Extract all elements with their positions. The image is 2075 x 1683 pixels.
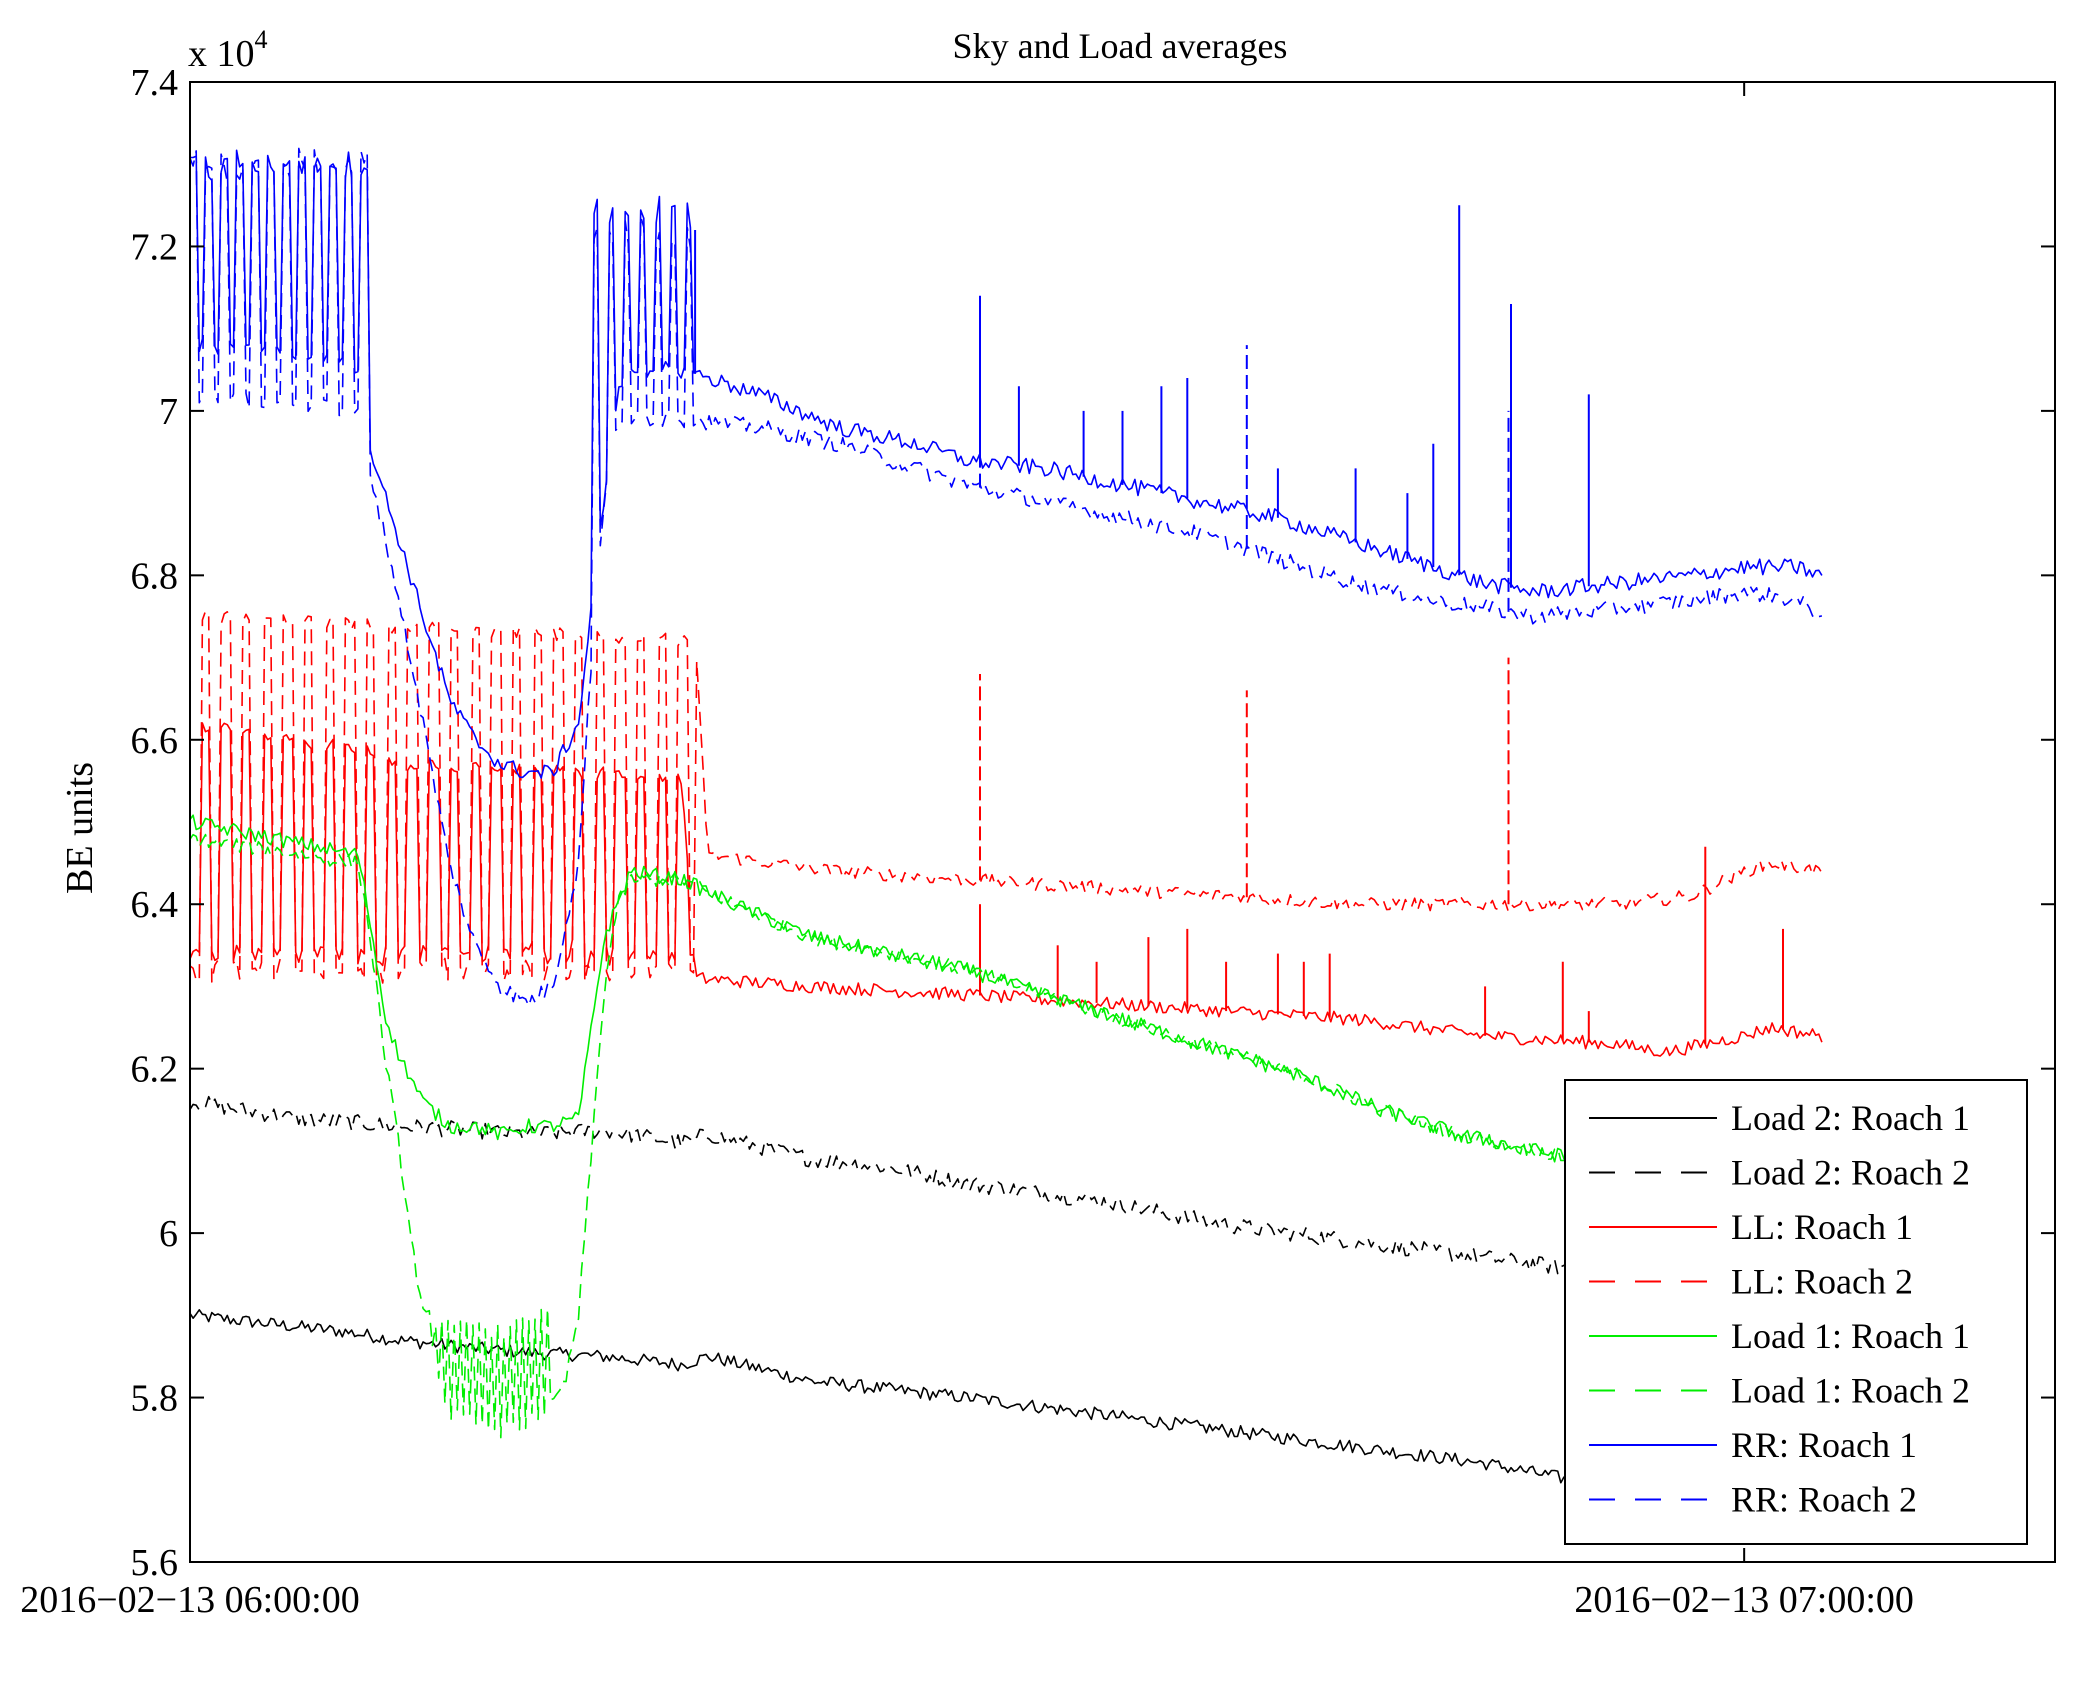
- series-line-3: [190, 722, 1823, 1057]
- series-line-4: [190, 610, 1823, 984]
- y-tick-label: 6.6: [131, 720, 179, 762]
- legend: Load 2: Roach 1 Load 2: Roach 2 LL: Roach …: [1564, 1079, 2028, 1545]
- legend-label: Load 1: Roach 1: [1731, 1316, 1970, 1356]
- legend-box: [1564, 1079, 2028, 1545]
- y-tick-label: 7.2: [131, 226, 179, 268]
- series-line-2: [190, 1095, 1614, 1279]
- legend-label: LL: Roach 1: [1731, 1207, 1913, 1247]
- legend-label: RR: Roach 2: [1731, 1480, 1917, 1520]
- y-tick-label: 7: [159, 391, 178, 433]
- x-tick-label: 2016−02−13 06:00:00: [20, 1579, 359, 1621]
- y-tick-label: 5.6: [131, 1542, 179, 1584]
- legend-label: Load 1: Roach 2: [1731, 1371, 1970, 1411]
- legend-label: LL: Roach 2: [1731, 1262, 1913, 1302]
- axis-ticks: 5.6 5.8 6 6.2 6.4 6.6 6.8 7 7.2 7.4 2016−02−13 06:…: [20, 62, 2055, 1621]
- legend-label: RR: Roach 1: [1731, 1425, 1917, 1465]
- y-axis-label: BE units: [59, 762, 101, 894]
- series-line-7: [190, 149, 1823, 779]
- y-tick-label: 6.8: [131, 555, 179, 597]
- y-tick-label: 5.8: [131, 1378, 179, 1420]
- y-tick-label: 7.4: [131, 62, 179, 104]
- y-multiplier: x 104: [188, 25, 268, 75]
- y-tick-label: 6.4: [131, 884, 179, 926]
- y-tick-label: 6: [159, 1213, 178, 1255]
- series-layer: [190, 147, 1823, 1520]
- series-line-5: [190, 814, 1614, 1171]
- x-tick-label: 2016−02−13 07:00:00: [1574, 1579, 1913, 1621]
- chart-title: Sky and Load averages: [953, 26, 1288, 66]
- legend-label: Load 2: Roach 2: [1731, 1153, 1970, 1193]
- legend-label: Load 2: Roach 1: [1731, 1098, 1970, 1138]
- y-tick-label: 6.2: [131, 1049, 179, 1091]
- series-line-8: [190, 147, 1823, 1007]
- series-line-6: [190, 833, 1615, 1439]
- plot-area: [189, 81, 2056, 1563]
